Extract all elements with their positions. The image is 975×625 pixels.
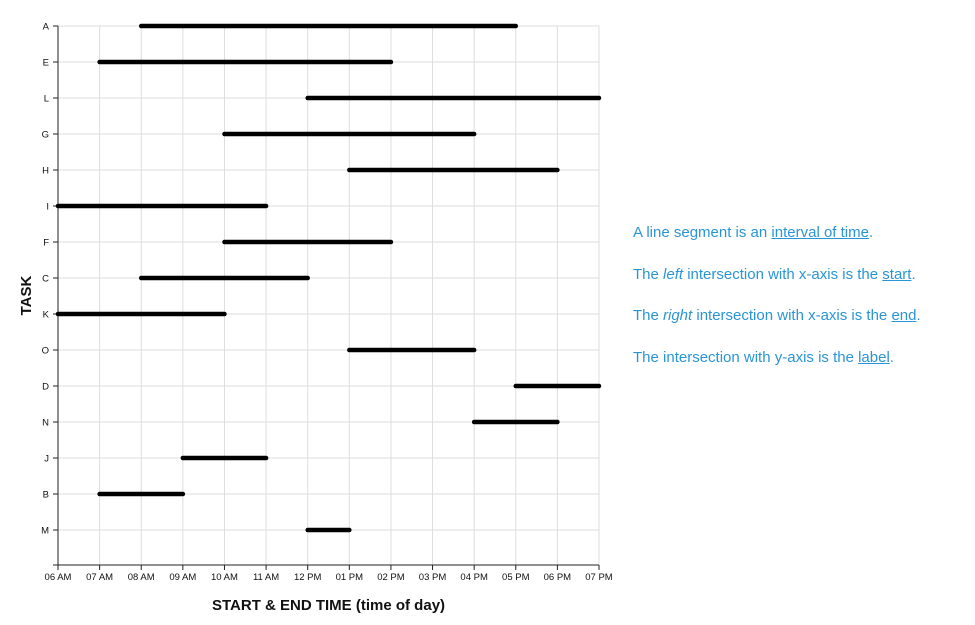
- x-tick-label: 07 PM: [585, 572, 613, 583]
- y-tick-label: M: [41, 526, 49, 537]
- note-2-text-e: .: [911, 265, 916, 283]
- y-tick-label: F: [43, 238, 49, 249]
- x-tick-label: 07 AM: [86, 572, 113, 583]
- y-tick-label: G: [42, 130, 49, 141]
- note-3-text-c: intersection with x-axis is the: [692, 307, 892, 324]
- explanation-notes: A line segment is an interval of time. T…: [633, 222, 973, 388]
- x-axis-title: START & END TIME (time of day): [212, 597, 445, 614]
- note-2-start: start: [882, 265, 912, 283]
- y-tick-label: O: [42, 346, 49, 357]
- x-tick-label: 09 AM: [169, 572, 196, 583]
- y-tick-label: C: [42, 274, 49, 285]
- y-axis-title: TASK: [18, 275, 35, 315]
- y-tick-label: E: [43, 58, 49, 69]
- note-3-text-e: .: [916, 307, 921, 324]
- y-tick-label: H: [42, 166, 49, 177]
- x-tick-label: 06 AM: [45, 572, 72, 583]
- y-tick-label: B: [43, 490, 49, 501]
- note-2-text-c: intersection with x-axis is the: [683, 265, 883, 283]
- y-tick-label: J: [44, 454, 49, 465]
- x-tick-label: 02 PM: [377, 572, 405, 583]
- note-line-3: The right intersection with x-axis is th…: [633, 305, 973, 347]
- x-tick-label: 05 PM: [502, 572, 530, 583]
- y-tick-label: L: [44, 94, 49, 105]
- x-tick-label: 06 PM: [544, 572, 572, 583]
- x-tick-label: 08 AM: [128, 572, 155, 583]
- note-1-text-c: .: [868, 224, 874, 241]
- note-line-2: The left intersection with x-axis is the…: [633, 264, 973, 306]
- note-line-4: The intersection with y-axis is the labe…: [633, 347, 973, 389]
- y-tick-label: D: [42, 382, 49, 393]
- grid-lines: [57, 25, 600, 566]
- note-line-1: A line segment is an interval of time.: [633, 222, 973, 264]
- x-tick-label: 01 PM: [336, 572, 364, 583]
- note-4-text-c: .: [889, 348, 894, 366]
- interval-segments: [55, 23, 602, 533]
- x-tick-label: 10 AM: [211, 572, 238, 583]
- note-1-text-a: A line segment is an: [633, 224, 772, 241]
- x-tick-label: 12 PM: [294, 572, 322, 583]
- x-tick-label: 11 AM: [253, 572, 279, 583]
- x-tick-label: 03 PM: [419, 572, 447, 583]
- note-1-interval-of-time: interval of time: [771, 224, 869, 241]
- note-3-right: right: [663, 307, 693, 324]
- y-tick-label: I: [46, 202, 49, 213]
- y-tick-label: K: [43, 310, 50, 321]
- note-2-left: left: [663, 265, 684, 283]
- x-tick-label: 04 PM: [460, 572, 488, 583]
- y-tick-label: N: [42, 418, 49, 429]
- axes: [53, 25, 600, 570]
- timeline-chart: 06 AM 07 AM 08 AM 09 AM 10 AM 11 AM 12 PM 01 PM…: [18, 22, 613, 615]
- y-tick-label: A: [43, 22, 50, 33]
- note-4-label: label: [858, 348, 890, 366]
- note-4-text-a: The intersection with y-axis is the: [633, 348, 859, 366]
- tick-labels: 06 AM 07 AM 08 AM 09 AM 10 AM 11 AM 12 PM 01 PM…: [41, 22, 613, 584]
- note-3-text-a: The: [633, 307, 664, 324]
- note-2-text-a: The: [633, 265, 664, 283]
- note-3-end: end: [891, 307, 917, 324]
